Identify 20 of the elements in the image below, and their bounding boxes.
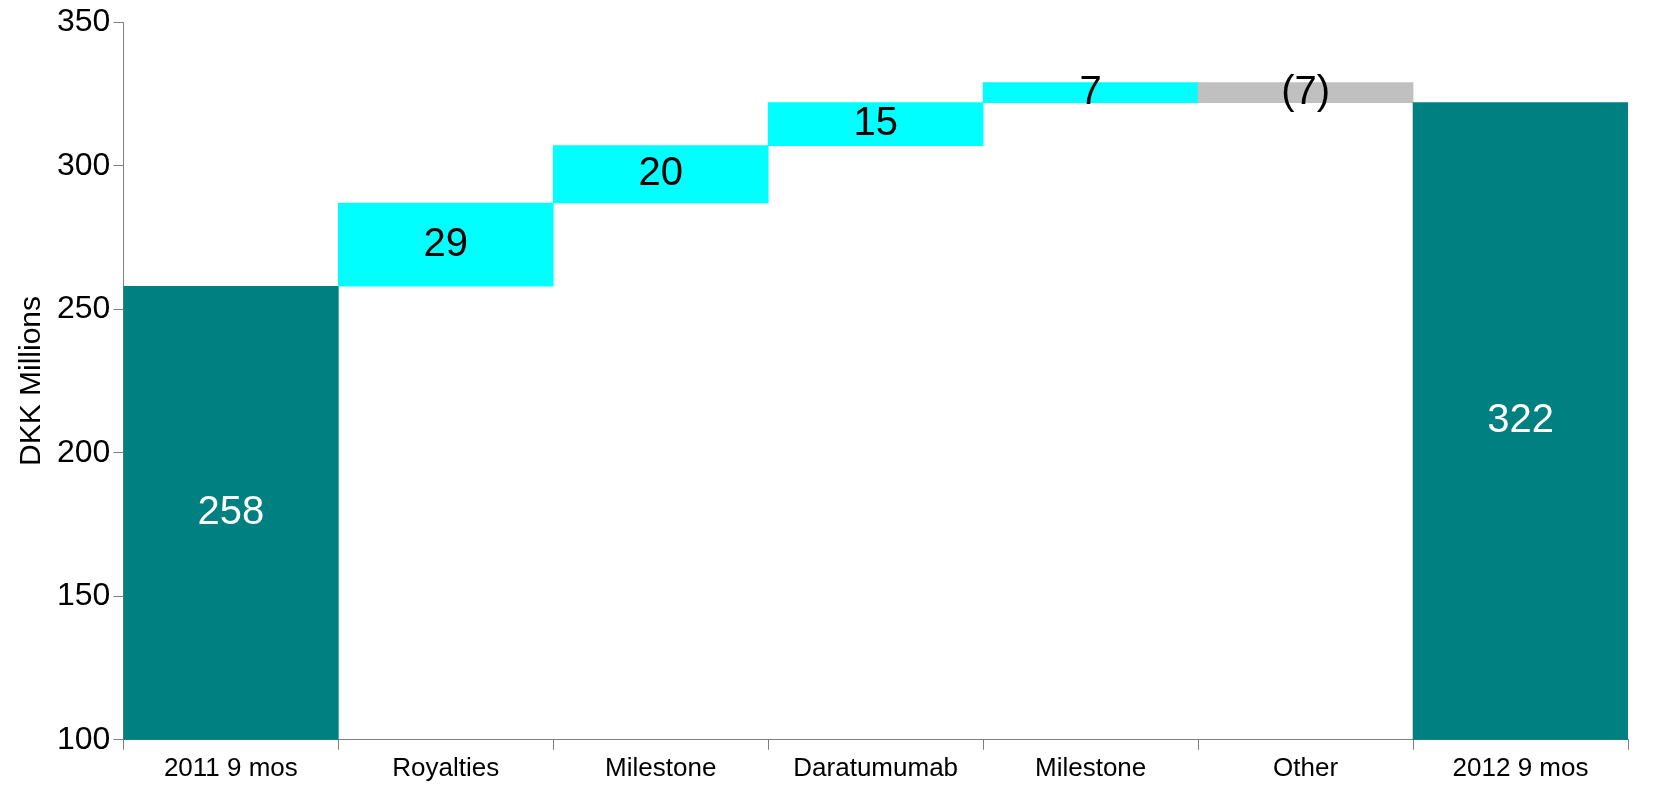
data-label: 258	[197, 488, 265, 533]
x-tick-label: Other	[1273, 751, 1339, 782]
x-tick-label: Milestone	[1035, 751, 1147, 782]
x-tick-label: 2011 9 mos	[163, 751, 298, 782]
y-tick-label: 200	[57, 432, 111, 469]
y-tick-label: 100	[57, 719, 111, 756]
data-label: 322	[1487, 396, 1554, 441]
y-axis-title: DKK Millions	[13, 295, 47, 467]
y-tick-label: 300	[57, 145, 111, 182]
x-tick-label: Royalties	[392, 751, 500, 782]
data-label: (7)	[1281, 67, 1331, 112]
x-tick-label: 2012 9 mos	[1452, 751, 1589, 782]
data-label: 15	[853, 99, 898, 144]
data-label: 20	[638, 149, 683, 194]
data-label: 29	[423, 219, 469, 264]
x-tick-label: Daratumumab	[793, 751, 959, 782]
x-tick-label: Milestone	[605, 751, 717, 782]
y-tick-label: 250	[57, 289, 111, 326]
y-tick-label: 150	[57, 576, 111, 613]
y-tick-label: 350	[57, 2, 111, 39]
